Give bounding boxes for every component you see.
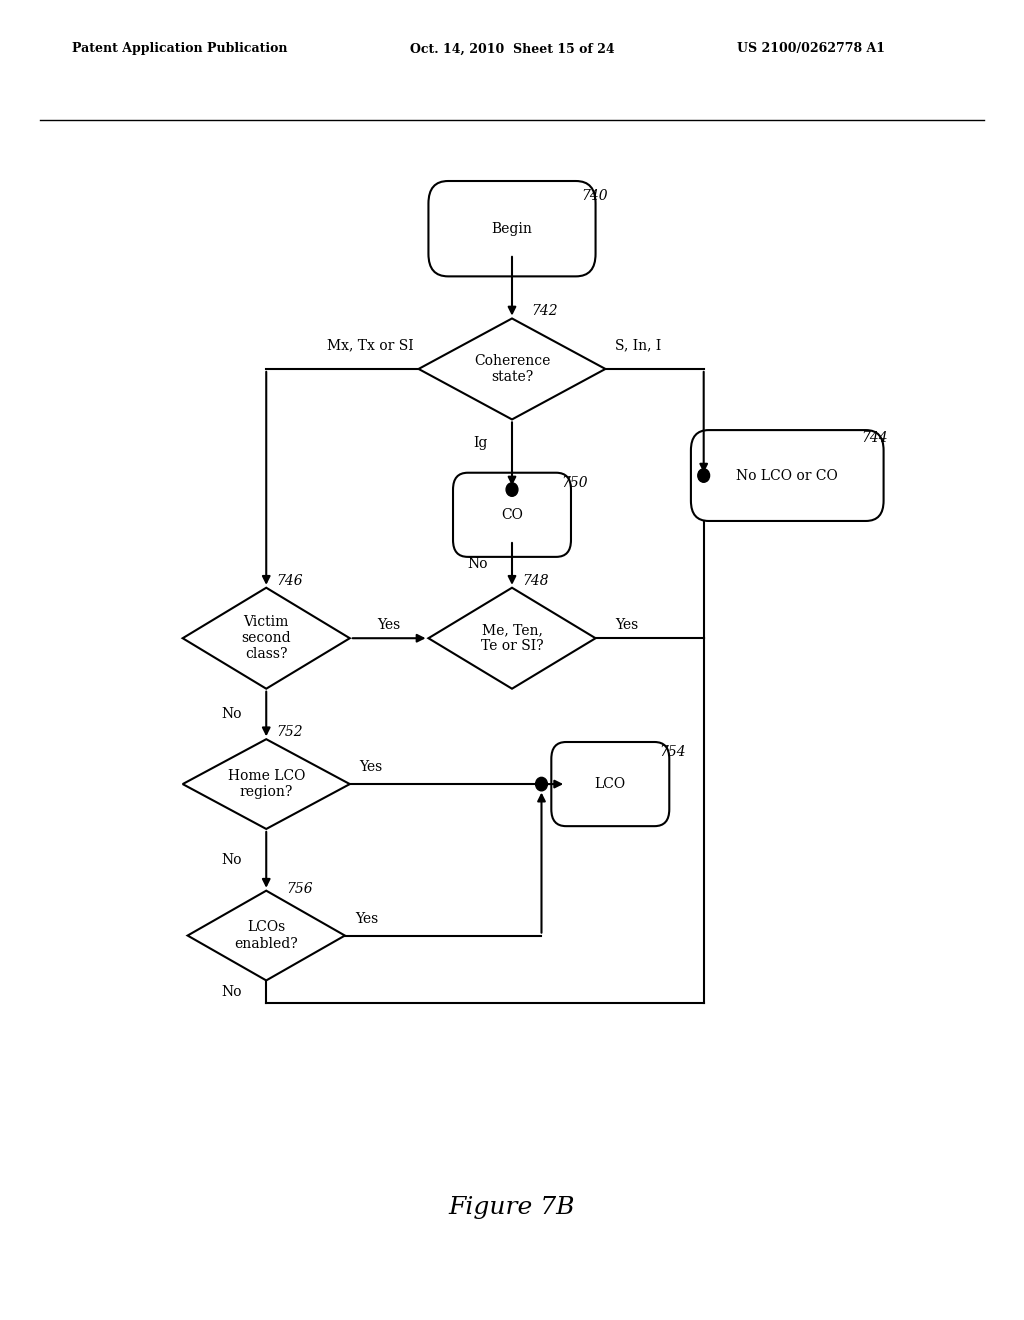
FancyBboxPatch shape [428, 181, 596, 276]
Text: Yes: Yes [354, 912, 378, 925]
Text: 748: 748 [522, 574, 549, 587]
Text: 744: 744 [861, 430, 888, 445]
FancyBboxPatch shape [453, 473, 571, 557]
Text: 756: 756 [286, 882, 312, 896]
Polygon shape [182, 739, 350, 829]
FancyBboxPatch shape [691, 430, 884, 521]
Text: 740: 740 [581, 190, 607, 203]
Text: Coherence
state?: Coherence state? [474, 354, 550, 384]
Circle shape [697, 469, 710, 482]
Text: Ig: Ig [473, 437, 487, 450]
Text: LCO: LCO [595, 777, 626, 791]
Text: Victim
second
class?: Victim second class? [242, 615, 291, 661]
Polygon shape [182, 587, 350, 689]
Text: Yes: Yes [615, 618, 639, 632]
Text: Home LCO
region?: Home LCO region? [227, 770, 305, 799]
Text: Yes: Yes [378, 618, 400, 632]
Text: S, In, I: S, In, I [615, 338, 662, 352]
Polygon shape [419, 318, 605, 420]
Text: US 2100/0262778 A1: US 2100/0262778 A1 [737, 42, 886, 55]
Text: LCOs
enabled?: LCOs enabled? [234, 920, 298, 950]
Text: 750: 750 [561, 475, 588, 490]
Text: Yes: Yes [359, 760, 383, 775]
Text: Mx, Tx or SI: Mx, Tx or SI [327, 338, 414, 352]
Text: Patent Application Publication: Patent Application Publication [72, 42, 287, 55]
Text: 746: 746 [276, 574, 303, 587]
FancyBboxPatch shape [551, 742, 670, 826]
Text: 752: 752 [276, 725, 303, 739]
Text: Oct. 14, 2010  Sheet 15 of 24: Oct. 14, 2010 Sheet 15 of 24 [410, 42, 614, 55]
Text: Figure 7B: Figure 7B [449, 1196, 575, 1220]
Polygon shape [187, 891, 345, 981]
Text: 742: 742 [531, 305, 558, 318]
Text: No LCO or CO: No LCO or CO [736, 469, 838, 483]
Text: No: No [221, 985, 242, 999]
Text: Me, Ten,
Te or SI?: Me, Ten, Te or SI? [480, 623, 544, 653]
Text: 754: 754 [659, 744, 686, 759]
Circle shape [536, 777, 548, 791]
Text: No: No [221, 708, 242, 721]
Text: Begin: Begin [492, 222, 532, 236]
Text: No: No [467, 557, 487, 570]
Text: CO: CO [501, 508, 523, 521]
Polygon shape [428, 587, 596, 689]
Circle shape [506, 483, 518, 496]
Text: No: No [221, 853, 242, 867]
